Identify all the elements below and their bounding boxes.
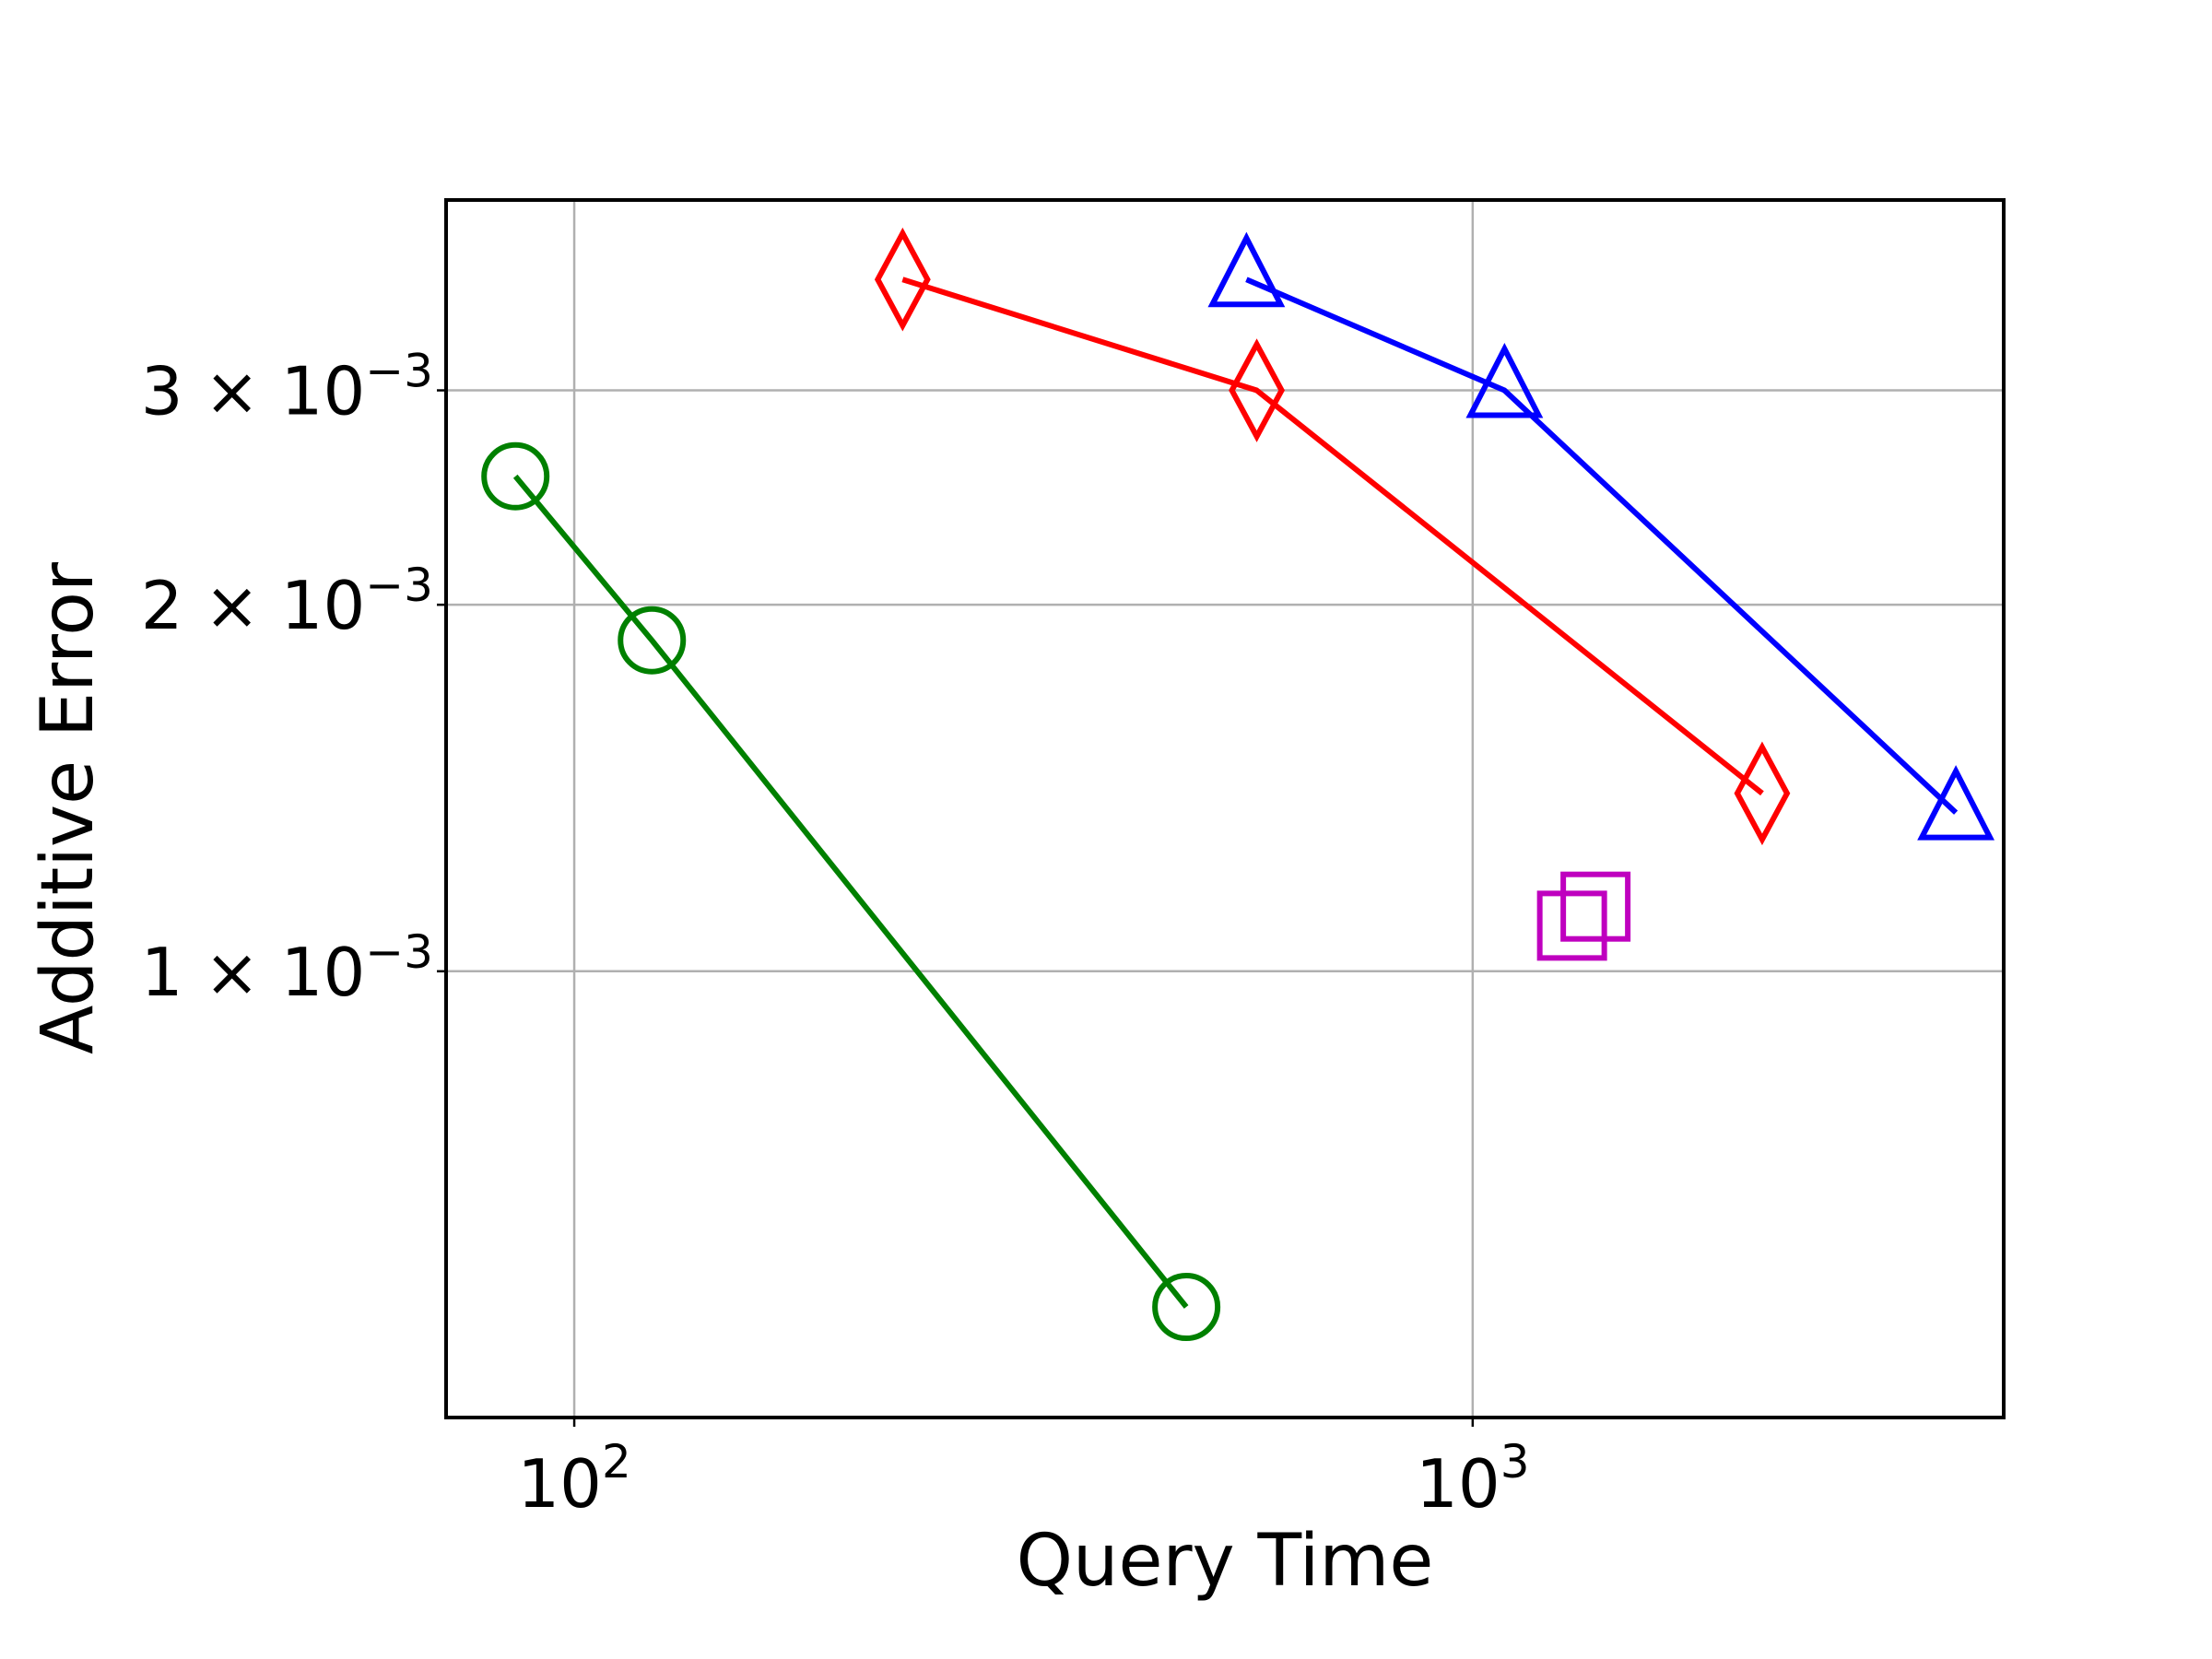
y-tick-label: 3 × 10−3	[141, 345, 433, 430]
series-line	[512, 474, 1189, 1309]
y-tick-label: 2 × 10−3	[141, 559, 433, 644]
data-point-square	[1536, 890, 1607, 961]
grid	[446, 200, 2004, 1418]
data-point-diamond	[1229, 338, 1285, 442]
data-point-diamond	[1734, 741, 1791, 846]
x-tick-label: 103	[1416, 1435, 1529, 1523]
data-point-circle	[618, 606, 687, 675]
series-layer	[481, 227, 1995, 1342]
data-point-triangle	[1207, 231, 1286, 308]
tick-labels: 102 103 1 × 10−3 2 × 10−3 3 × 10−3	[141, 345, 1530, 1523]
plot-frame	[444, 198, 2006, 1419]
series-square	[1536, 871, 1631, 961]
series-triangle	[1207, 231, 1995, 841]
data-point-triangle	[1917, 765, 1995, 841]
x-axis-label: Query Time	[1017, 1520, 1434, 1603]
series-line	[1245, 276, 1959, 815]
series-line	[901, 276, 1764, 796]
series-circle	[481, 441, 1221, 1342]
data-point-circle	[1152, 1273, 1221, 1342]
data-point-square	[1560, 871, 1631, 942]
y-axis-label: Additive Error	[27, 561, 110, 1054]
x-tick-label: 102	[517, 1435, 630, 1523]
data-point-diamond	[874, 227, 931, 332]
data-point-circle	[481, 441, 550, 511]
series-diamond	[874, 227, 1791, 846]
data-point-triangle	[1465, 342, 1544, 418]
y-tick-label: 1 × 10−3	[141, 925, 433, 1011]
